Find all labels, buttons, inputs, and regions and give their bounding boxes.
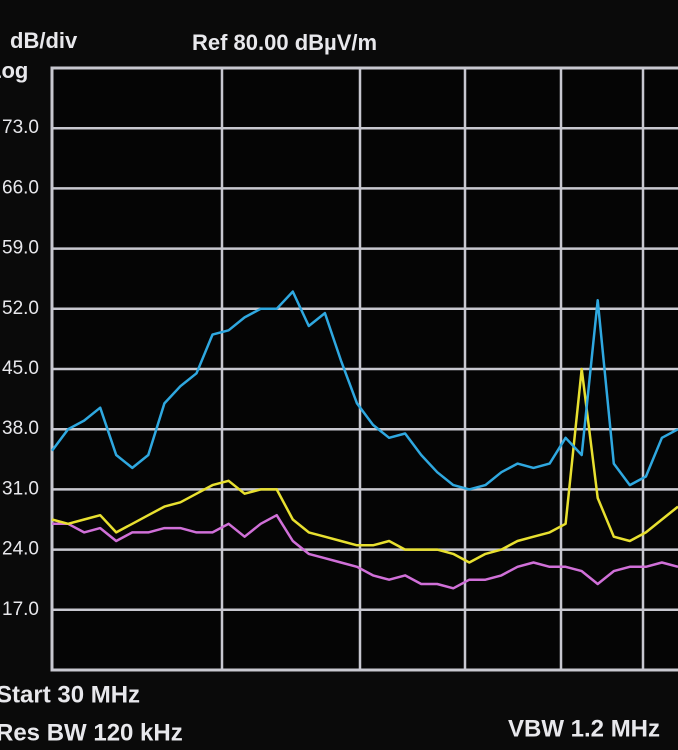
scale-type: Log	[0, 58, 28, 83]
resolution-bandwidth: Res BW 120 kHz	[0, 719, 183, 746]
trace	[52, 513, 678, 590]
y-tick-label: 17.0	[2, 599, 39, 620]
y-tick-label: 73.0	[2, 117, 39, 138]
y-tick-label: 38.0	[2, 418, 39, 439]
y-tick-label: 31.0	[2, 478, 39, 499]
y-tick-label: 45.0	[2, 358, 39, 379]
trace	[50, 290, 678, 491]
y-tick-label: 66.0	[2, 177, 39, 198]
y-tick-label: 52.0	[2, 298, 39, 319]
scale-label: dB/div	[10, 28, 78, 53]
ref-level: Ref 80.00 dBµV/m	[192, 30, 377, 55]
video-bandwidth: VBW 1.2 MHz	[508, 715, 660, 742]
start-frequency: Start 30 MHz	[0, 681, 140, 708]
y-tick-label: 24.0	[2, 539, 39, 560]
y-tick-label: 59.0	[2, 238, 39, 259]
